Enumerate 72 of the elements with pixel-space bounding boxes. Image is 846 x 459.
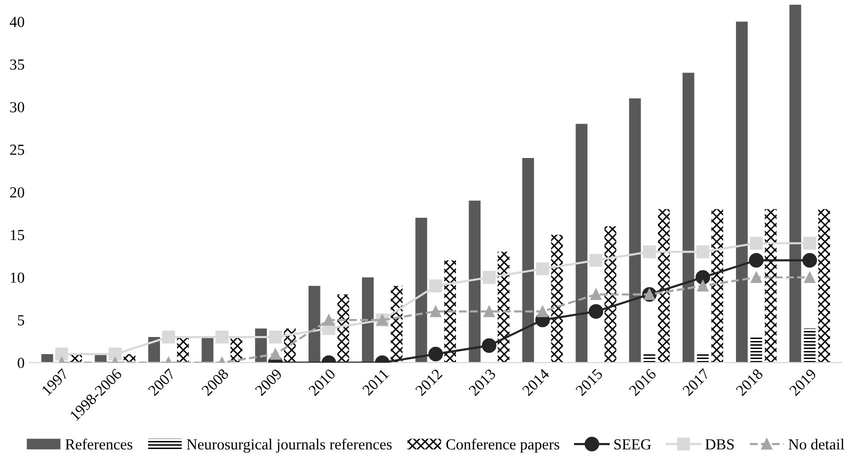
y-tick-label: 35: [10, 59, 24, 70]
bar: [604, 226, 616, 363]
bar: [818, 209, 830, 363]
bar: [498, 252, 510, 363]
y-tick-label: 10: [10, 272, 24, 283]
point: [323, 314, 334, 326]
point: [802, 253, 818, 268]
bar: [415, 218, 428, 363]
y-tick-label: 5: [18, 315, 24, 326]
point: [430, 306, 442, 318]
bar: [682, 72, 694, 363]
point: [697, 280, 708, 292]
legend-label: SEEG: [614, 439, 651, 450]
y-tick-label: 25: [10, 144, 24, 155]
bar: [362, 277, 374, 363]
point: [536, 262, 550, 276]
bar: [711, 209, 724, 363]
legend-label: References: [65, 438, 132, 450]
point: [483, 306, 495, 318]
point: [750, 236, 763, 250]
point: [108, 348, 122, 361]
point: [429, 279, 442, 292]
point: [270, 348, 282, 360]
bar: [177, 337, 189, 363]
bar: [764, 209, 777, 363]
point: [482, 270, 496, 284]
bar: [255, 328, 267, 363]
point: [590, 288, 602, 300]
bar: [308, 286, 320, 363]
y-tick-label: 20: [10, 187, 24, 198]
legend-label: No detail: [788, 438, 844, 450]
point: [804, 272, 816, 283]
bar: [750, 337, 762, 363]
bar: [41, 354, 54, 363]
x-tick-label: 2011: [362, 368, 390, 396]
bar: [696, 354, 709, 363]
bar: [522, 158, 534, 363]
bar: [789, 4, 802, 363]
point: [536, 306, 548, 318]
bar: [576, 124, 588, 363]
point: [803, 236, 816, 250]
point: [748, 253, 764, 268]
bar: [202, 337, 214, 363]
bar: [124, 354, 136, 363]
y-tick-label: 0: [18, 358, 24, 368]
point: [268, 330, 282, 344]
point: [428, 346, 443, 362]
bar: [444, 260, 456, 363]
point: [216, 330, 228, 344]
point: [162, 330, 175, 344]
bar: [629, 98, 641, 363]
y-tick-label: 15: [10, 230, 24, 240]
point: [590, 254, 602, 267]
point: [55, 348, 68, 361]
bar: [644, 354, 656, 363]
point: [588, 304, 604, 319]
bar: [468, 200, 481, 363]
point: [750, 272, 762, 283]
bar: [804, 328, 816, 363]
point: [696, 270, 710, 285]
legend-label: DBS: [705, 439, 734, 450]
bar: [736, 22, 748, 363]
point: [642, 245, 656, 258]
legend-label: Conference papers: [446, 438, 560, 453]
bar: [337, 294, 350, 363]
bar: [658, 209, 670, 363]
legend-label: Neurosurgical journals references: [186, 438, 392, 453]
y-tick-label: 30: [10, 102, 24, 112]
bar: [551, 234, 563, 363]
y-tick-label: 40: [10, 16, 24, 28]
point: [482, 338, 496, 353]
point: [696, 245, 710, 258]
